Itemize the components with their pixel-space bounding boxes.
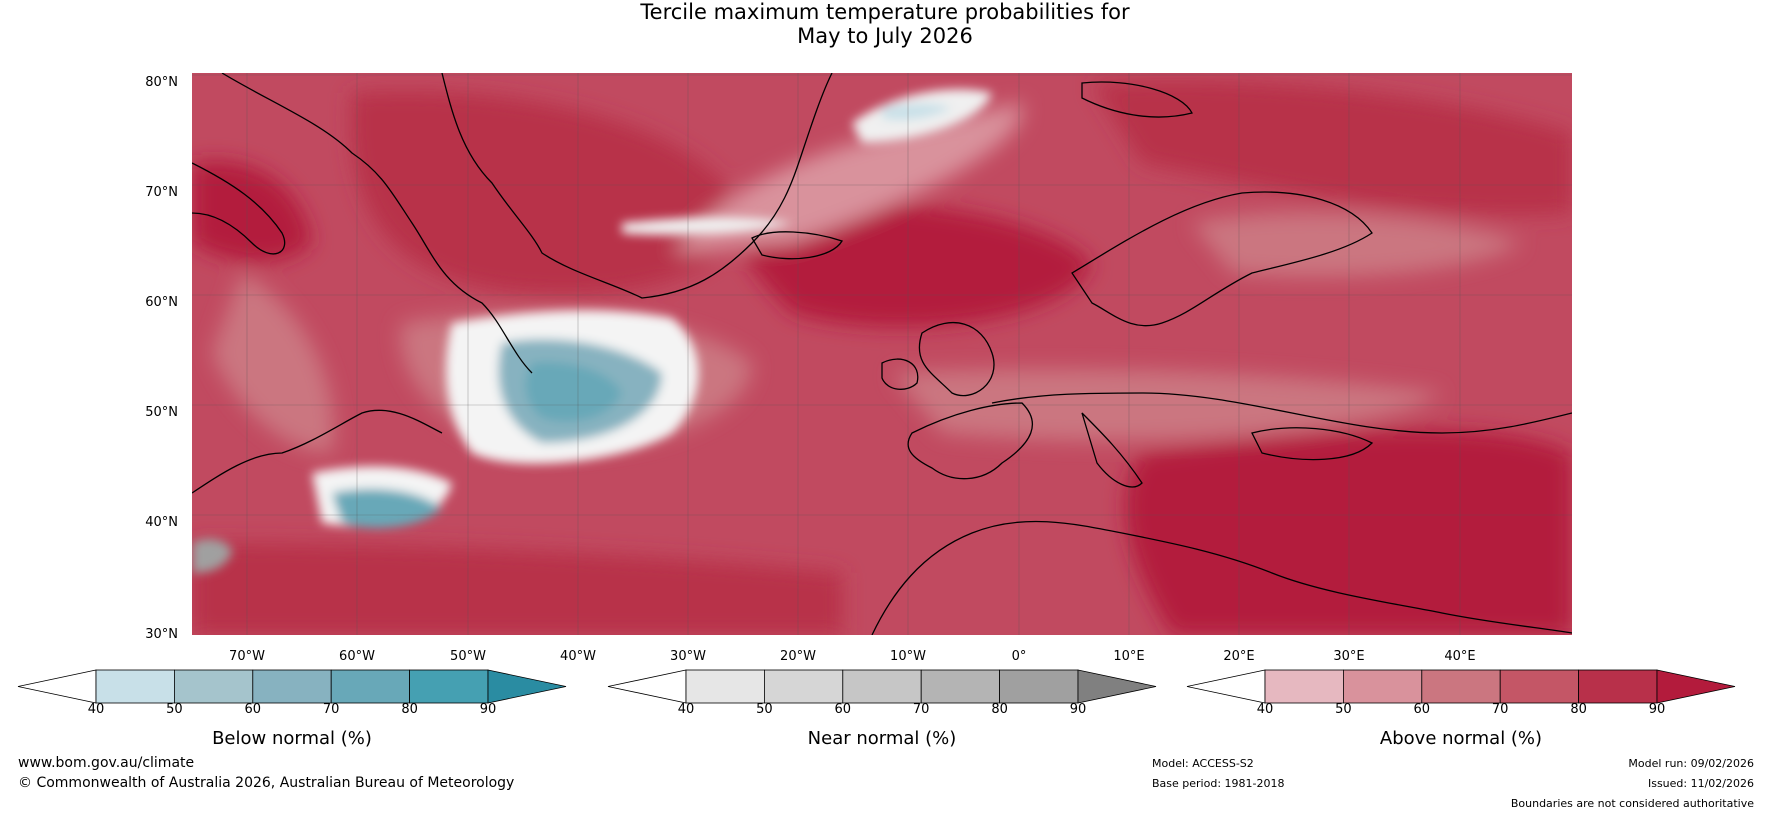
colorbar-below-high-extend bbox=[487, 669, 567, 704]
colorbars bbox=[17, 669, 1736, 704]
coast-baffin bbox=[192, 162, 286, 255]
colorbar-above-tick: 80 bbox=[1570, 702, 1587, 717]
colorbar-above-title: Above normal (%) bbox=[1379, 728, 1543, 749]
colorbar-near-tick: 80 bbox=[991, 702, 1008, 717]
colorbar-below-segment bbox=[409, 669, 489, 704]
colorbar-near-tick: 60 bbox=[834, 702, 852, 717]
colorbar-above-tick: 50 bbox=[1335, 702, 1352, 717]
colorbar-near-tick: 90 bbox=[1069, 702, 1087, 717]
lat-label-30n: 30°N bbox=[145, 627, 178, 642]
lon-label-60w: 60°W bbox=[339, 649, 375, 664]
base-period: Base period: 1981-2018 bbox=[1152, 777, 1285, 790]
lon-label-70w: 70°W bbox=[229, 649, 265, 664]
title-line-2: May to July 2026 bbox=[797, 24, 973, 48]
colorbar-above-segment bbox=[1421, 669, 1501, 704]
issued-date: Issued: 11/02/2026 bbox=[1647, 777, 1754, 790]
chart-title: Tercile maximum temperature probabilitie… bbox=[0, 0, 1770, 48]
colorbar-near-segment bbox=[764, 669, 844, 704]
lon-label-40w: 40°W bbox=[560, 649, 596, 664]
colorbar-below bbox=[17, 669, 567, 704]
coast-great-britain bbox=[918, 322, 995, 397]
coast-svalbard bbox=[1081, 81, 1193, 118]
lat-label-40n: 40°N bbox=[145, 515, 178, 530]
colorbar-near-low-extend bbox=[607, 669, 687, 704]
coast-greenland bbox=[441, 73, 833, 299]
colorbar-below-tick: 80 bbox=[401, 702, 418, 717]
colorbar-below-segment bbox=[95, 669, 175, 704]
colorbar-above-segment bbox=[1343, 669, 1423, 704]
lat-label-50n: 50°N bbox=[145, 405, 178, 420]
colorbar-near-tick: 50 bbox=[756, 702, 773, 717]
lon-label-0: 0° bbox=[1011, 649, 1027, 664]
lon-label-20w: 20°W bbox=[780, 649, 816, 664]
colorbar-near-segment bbox=[920, 669, 1001, 704]
colorbar-near-segment bbox=[685, 669, 765, 704]
probability-map bbox=[192, 73, 1572, 635]
colorbar-below-tick: 70 bbox=[322, 702, 340, 717]
coast-iberia bbox=[907, 402, 1033, 480]
coast-italy bbox=[1081, 412, 1143, 488]
lon-label-50w: 50°W bbox=[450, 649, 486, 664]
colorbar-near-tick: 70 bbox=[912, 702, 930, 717]
map-panel bbox=[192, 73, 1572, 635]
lon-label-30w: 30°W bbox=[670, 649, 706, 664]
coast-north-africa bbox=[871, 520, 1572, 635]
lat-label-80n: 80°N bbox=[145, 75, 178, 90]
colorbar-near-segment bbox=[999, 669, 1079, 704]
colorbar-below-tick: 40 bbox=[87, 702, 105, 717]
colorbar-below-tick: 50 bbox=[166, 702, 183, 717]
copyright-text: © Commonwealth of Australia 2026, Austra… bbox=[18, 775, 515, 791]
coast-north-america bbox=[192, 409, 443, 494]
coast-labrador bbox=[221, 73, 533, 374]
coast-europe-south bbox=[991, 392, 1572, 434]
colorbar-below-tick: 90 bbox=[479, 702, 497, 717]
colorbar-above-segment bbox=[1264, 669, 1344, 704]
coast-ireland bbox=[881, 358, 919, 390]
colorbar-below-low-extend bbox=[17, 669, 97, 704]
colorbar-above-low-extend bbox=[1186, 669, 1266, 704]
lon-label-10w: 10°W bbox=[890, 649, 926, 664]
colorbar-above-tick: 40 bbox=[1256, 702, 1274, 717]
colorbar-below-segment bbox=[330, 669, 411, 704]
colorbar-near bbox=[607, 669, 1157, 704]
boundary-disclaimer: Boundaries are not considered authoritat… bbox=[1510, 797, 1754, 810]
coast-iceland bbox=[751, 231, 843, 260]
coastlines bbox=[192, 73, 1572, 635]
colorbar-near-tick: 40 bbox=[677, 702, 695, 717]
lon-label-40e: 40°E bbox=[1444, 649, 1476, 664]
colorbar-above-tick: 70 bbox=[1491, 702, 1509, 717]
colorbar-above-tick: 60 bbox=[1413, 702, 1431, 717]
graticule bbox=[192, 73, 1572, 635]
colorbar-above-segment bbox=[1499, 669, 1579, 704]
lon-label-30e: 30°E bbox=[1333, 649, 1365, 664]
colorbar-below-title: Below normal (%) bbox=[212, 728, 372, 749]
colorbar-above-tick: 90 bbox=[1648, 702, 1666, 717]
colorbar-below-tick: 60 bbox=[244, 702, 262, 717]
lat-label-60n: 60°N bbox=[145, 295, 178, 310]
lon-label-20e: 20°E bbox=[1223, 649, 1255, 664]
coast-black-sea bbox=[1251, 427, 1374, 461]
colorbar-near-high-extend bbox=[1077, 669, 1157, 704]
colorbar-below-segment bbox=[252, 669, 332, 704]
coast-scandinavia bbox=[1071, 191, 1373, 327]
colorbar-above-segment bbox=[1578, 669, 1658, 704]
colorbar-below-segment bbox=[173, 669, 254, 704]
model-run: Model run: 09/02/2026 bbox=[1628, 757, 1754, 770]
colorbar-near-segment bbox=[842, 669, 922, 704]
colorbar-above-high-extend bbox=[1656, 669, 1736, 704]
website-link[interactable]: www.bom.gov.au/climate bbox=[18, 755, 195, 771]
model-info: Model: ACCESS-S2 bbox=[1152, 757, 1254, 770]
colorbar-near-title: Near normal (%) bbox=[807, 728, 957, 749]
lon-label-10e: 10°E bbox=[1113, 649, 1145, 664]
lat-label-70n: 70°N bbox=[145, 185, 178, 200]
title-line-1: Tercile maximum temperature probabilitie… bbox=[640, 0, 1130, 24]
colorbar-above bbox=[1186, 669, 1736, 704]
